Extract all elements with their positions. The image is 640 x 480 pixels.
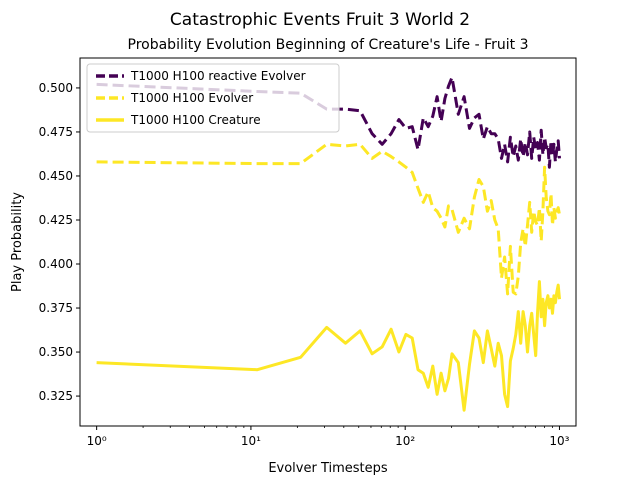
y-tick-label: 0.475 [39, 125, 73, 139]
y-axis-ticks: 0.325 0.350 0.375 0.400 0.425 0.450 0.475 0.500 [39, 81, 80, 403]
legend: T1000 H100 reactive Evolver T1000 H100 E… [86, 63, 340, 133]
figure-suptitle: Catastrophic Events Fruit 3 World 2 [170, 10, 470, 30]
y-tick-label: 0.325 [39, 389, 73, 403]
x-tick-label: 10² [395, 434, 415, 448]
plot-series [96, 75, 561, 412]
y-tick-label: 0.350 [39, 345, 73, 359]
y-tick-label: 0.375 [39, 301, 73, 315]
x-tick-label: 10¹ [241, 434, 261, 448]
x-tick-label: 10⁰ [87, 434, 107, 448]
legend-label-evolver: T1000 H100 Evolver [130, 91, 253, 105]
legend-frame [86, 63, 340, 133]
legend-label-creature: T1000 H100 Creature [130, 113, 261, 127]
axes-frame [79, 57, 577, 427]
legend-label-reactive-evolver: T1000 H100 reactive Evolver [130, 69, 306, 83]
x-axis-ticks: 10⁰ 10¹ 10² 10³ [87, 426, 570, 448]
y-tick-label: 0.450 [39, 169, 73, 183]
y-tick-label: 0.400 [39, 257, 73, 271]
x-axis-label: Evolver Timesteps [268, 461, 388, 476]
series-line-evolver [96, 142, 561, 296]
series-line-creature [96, 280, 561, 412]
axes-title: Probability Evolution Beginning of Creat… [128, 37, 529, 53]
y-tick-label: 0.425 [39, 213, 73, 227]
y-axis-label: Play Probability [10, 192, 25, 292]
y-tick-label: 0.500 [39, 81, 73, 95]
x-tick-label: 10³ [549, 434, 569, 448]
